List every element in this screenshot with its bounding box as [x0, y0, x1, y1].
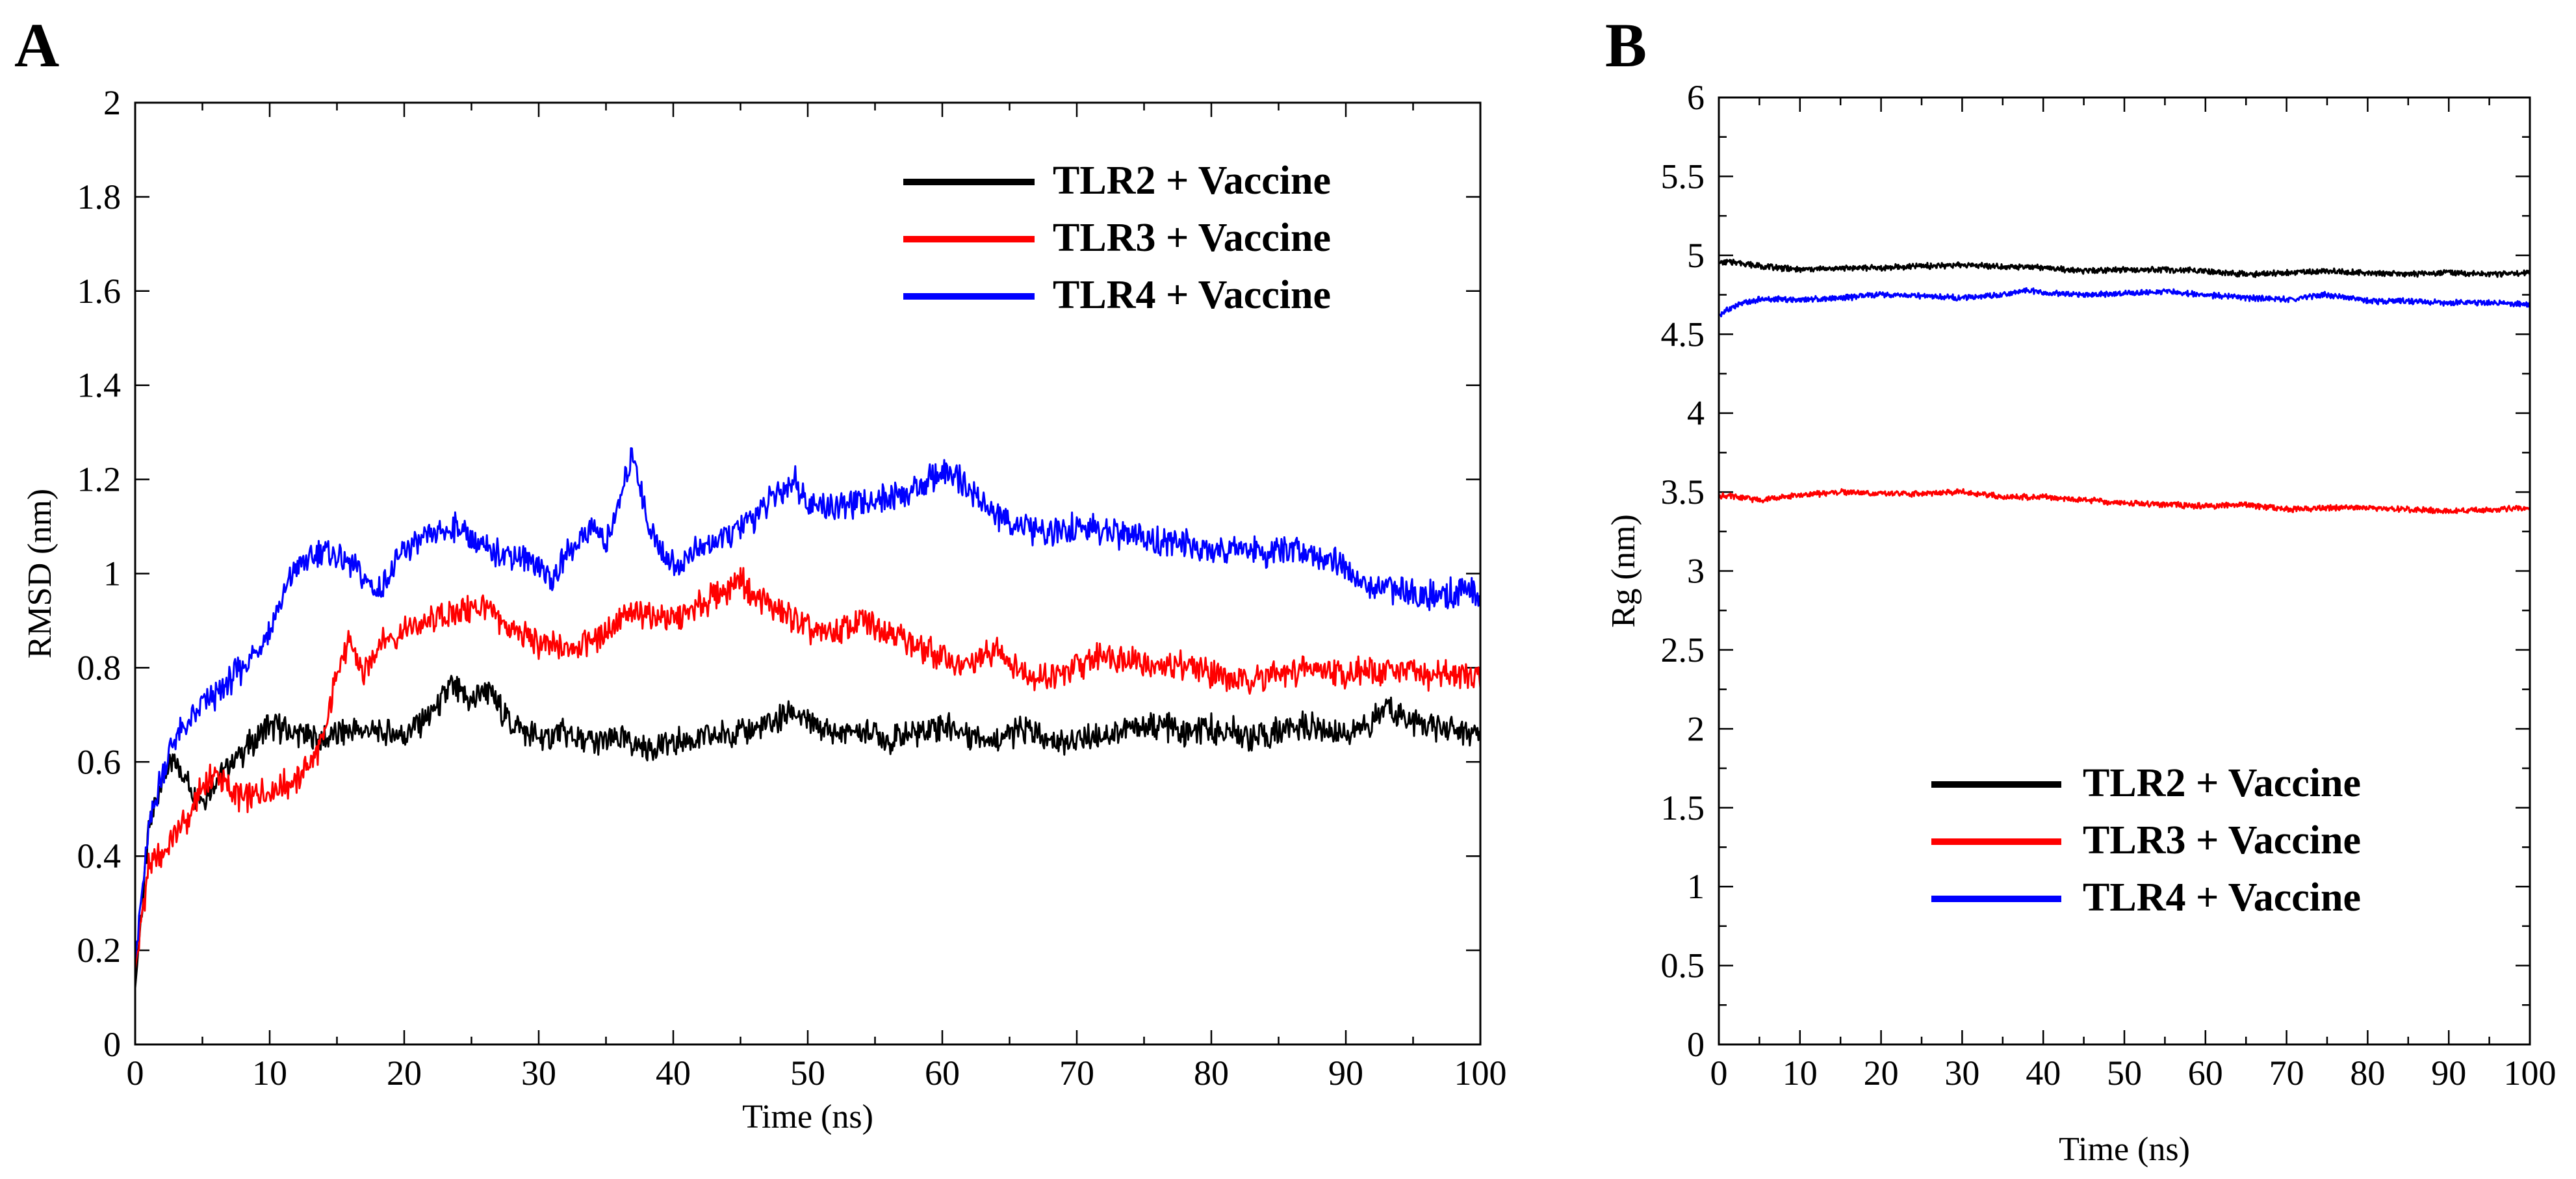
y-tick-label: 6 [1687, 78, 1705, 117]
x-tick-label: 10 [252, 1054, 287, 1093]
plot-frame [1718, 96, 2531, 1046]
y-tick-label: 4.5 [1661, 315, 1705, 354]
y-tick-label: 2.5 [1661, 630, 1705, 669]
y-tick-label: 2 [103, 83, 121, 122]
x-tick-label: 70 [1059, 1054, 1094, 1093]
panel-letter-b: B [1605, 10, 1647, 80]
legend: TLR2 + Vaccine TLR3 + Vaccine TLR4 + Vacci… [903, 159, 1331, 317]
y-tick-label: 4 [1687, 394, 1705, 433]
y-tick-label: 0.8 [77, 648, 122, 687]
y-tick-label: 0 [1687, 1025, 1705, 1064]
legend: TLR2 + Vaccine TLR3 + Vaccine TLR4 + Vacci… [1931, 761, 2361, 920]
y-tick-label: 1.5 [1661, 788, 1705, 827]
legend-entry: TLR4 + Vaccine [1053, 273, 1331, 317]
y-tick-label: 0.6 [77, 742, 122, 781]
x-tick-label: 80 [1194, 1054, 1229, 1093]
chart-panel-b: B 0 10 20 30 40 50 60 70 80 90 100 0 0.5 1 1.5 2 2.5 3 3.5 4… [1605, 10, 2557, 1168]
y-tick-label: 0 [103, 1025, 121, 1064]
y-tick-label: 1.6 [77, 272, 122, 311]
series-line-tlr2 [1719, 259, 2530, 278]
series-line-tlr4 [135, 447, 1480, 960]
x-tick-label: 50 [2107, 1054, 2142, 1093]
x-tick-label: 0 [127, 1054, 144, 1093]
x-tick-label: 70 [2269, 1054, 2304, 1093]
x-axis-label: Time (ns) [2059, 1131, 2190, 1168]
y-tick-label: 3 [1687, 552, 1705, 591]
series-line-tlr2 [135, 675, 1480, 989]
x-axis-label: Time (ns) [742, 1098, 873, 1135]
y-tick-label: 2 [1687, 709, 1705, 748]
chart-panel-a: A 0 10 20 30 40 50 60 70 80 90 100 0 0.2 0.4 0.6 0.8 1 1.2… [14, 10, 1507, 1135]
legend-entry: TLR3 + Vaccine [1053, 216, 1331, 260]
y-axis-label: Rg (nm) [1605, 514, 1642, 628]
series-line-tlr4 [1719, 287, 2530, 318]
x-tick-label: 30 [521, 1054, 556, 1093]
legend-entry: TLR2 + Vaccine [2083, 761, 2361, 805]
panel-letter-a: A [14, 10, 59, 80]
x-tick-label: 100 [2504, 1054, 2557, 1093]
x-tick-label: 90 [1328, 1054, 1363, 1093]
y-tick-label: 0.2 [77, 931, 122, 970]
y-tick-label: 1 [1687, 867, 1705, 906]
legend-entry: TLR4 + Vaccine [2083, 875, 2361, 920]
x-tick-label: 30 [1944, 1054, 1979, 1093]
x-tick-label: 0 [1710, 1054, 1728, 1093]
y-tick-label: 1.4 [77, 366, 122, 405]
legend-entry: TLR3 + Vaccine [2083, 818, 2361, 862]
series-line-tlr3 [1719, 488, 2530, 514]
x-tick-label: 80 [2350, 1054, 2385, 1093]
x-tick-label: 40 [656, 1054, 691, 1093]
x-tick-label: 90 [2431, 1054, 2466, 1093]
x-tick-label: 20 [387, 1054, 422, 1093]
y-tick-label: 5.5 [1661, 157, 1705, 196]
y-tick-label: 5 [1687, 236, 1705, 275]
y-tick-label: 3.5 [1661, 473, 1705, 512]
x-tick-label: 20 [1864, 1054, 1899, 1093]
y-tick-label: 0.5 [1661, 946, 1705, 985]
legend-entry: TLR2 + Vaccine [1053, 159, 1331, 203]
y-tick-label: 1.2 [77, 460, 122, 499]
y-tick-label: 1 [103, 554, 121, 593]
x-tick-label: 100 [1454, 1054, 1507, 1093]
y-axis-label: RMSD (nm) [21, 489, 58, 658]
y-tick-label: 1.8 [77, 177, 122, 216]
x-tick-label: 40 [2026, 1054, 2061, 1093]
x-tick-label: 50 [790, 1054, 825, 1093]
x-tick-label: 10 [1783, 1054, 1818, 1093]
series-line-tlr3 [135, 567, 1480, 970]
x-tick-label: 60 [925, 1054, 960, 1093]
plot-frame [134, 101, 1482, 1046]
x-tick-label: 60 [2188, 1054, 2223, 1093]
y-tick-label: 0.4 [77, 836, 122, 875]
